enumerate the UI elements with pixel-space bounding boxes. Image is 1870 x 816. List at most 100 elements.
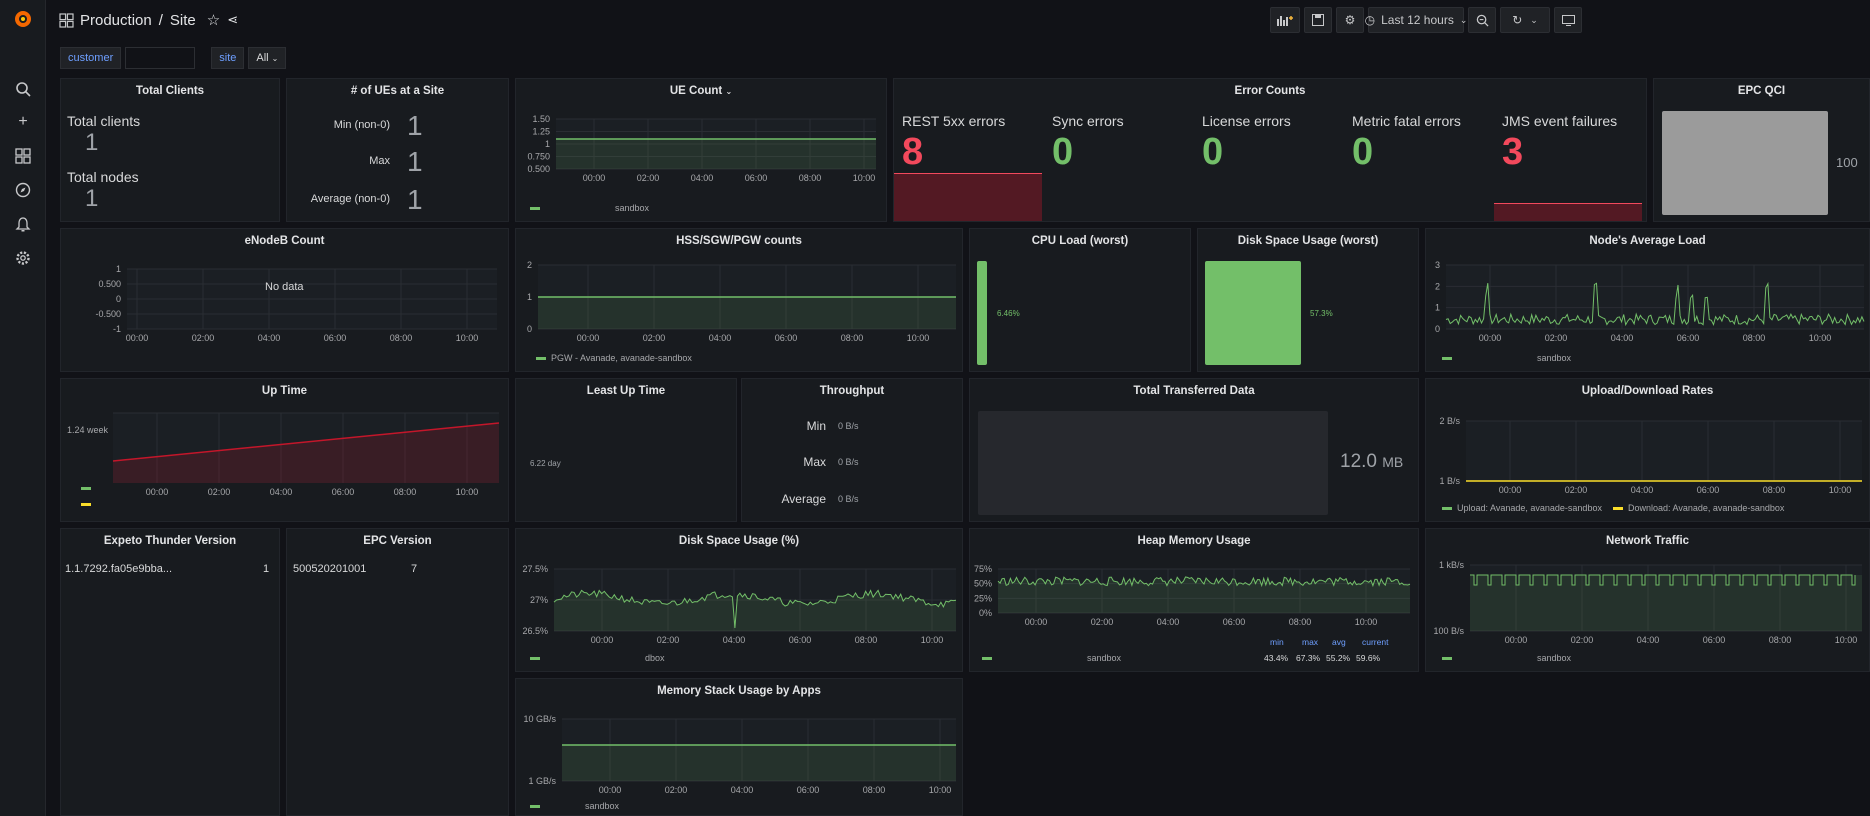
panel-memory-stack[interactable]: Memory Stack Usage by Apps 10 GB/s 1 GB/s…: [515, 678, 963, 816]
stats-header-current[interactable]: current: [1362, 637, 1389, 647]
updown-legend[interactable]: Upload: Avanade, avanade-sandbox Downloa…: [1442, 503, 1784, 513]
heap-legend[interactable]: sandbox: [982, 653, 1121, 663]
up-time-legend-2[interactable]: [81, 503, 91, 506]
time-picker-button[interactable]: ◷ Last 12 hours ⌄: [1365, 7, 1467, 33]
panel-hss-sgw-pgw[interactable]: HSS/SGW/PGW counts 2 1 0 00:00 02:00 04:00 06:…: [515, 228, 963, 372]
x-tick-label: 04:00: [691, 173, 714, 183]
panel-upload-download[interactable]: Upload/Download Rates 2 B/s 1 B/s 00:00 02:…: [1425, 378, 1870, 522]
x-tick-label: 02:00: [665, 785, 688, 795]
panel-throughput[interactable]: Throughput Min 0 B/s Max 0 B/s Average 0…: [741, 378, 963, 522]
x-tick-label: 10:00: [1835, 635, 1858, 645]
breadcrumb-folder[interactable]: Production: [80, 11, 152, 29]
error-label: Metric fatal errors: [1352, 113, 1461, 129]
settings-gear-icon[interactable]: [12, 247, 34, 269]
series-area: [562, 745, 956, 781]
panel-error-counts[interactable]: Error Counts REST 5xx errors 8 Sync errors…: [893, 78, 1647, 222]
panel-ue-count[interactable]: UE Count ⌄ 1.50 1.25 1 0.750 0.500 00:00 02:00…: [515, 78, 887, 222]
ue-count-legend[interactable]: sandbox: [530, 203, 649, 213]
disk-worst-value: 57.3%: [1310, 309, 1333, 318]
alerting-bell-icon[interactable]: [12, 213, 34, 235]
memstack-legend[interactable]: sandbox: [530, 801, 619, 811]
plus-icon[interactable]: +: [18, 113, 28, 130]
heap-graph: 75% 50% 25% 0% 00:00 02:00 04:00 06:00 08:00 10:0…: [974, 564, 1411, 627]
grafana-logo-icon[interactable]: [12, 8, 34, 30]
throughput-max-value: 0 B/s: [838, 457, 859, 467]
legend-swatch: [530, 804, 540, 808]
series-line: [553, 589, 957, 628]
tv-mode-button[interactable]: [1554, 7, 1582, 33]
panel-total-clients[interactable]: Total Clients Total clients 1 Total node…: [60, 78, 280, 222]
x-tick-label: 06:00: [324, 333, 347, 343]
thunder-version-value: 1.1.7292.fa05e9bba...: [65, 563, 173, 575]
x-tick-label: 08:00: [1763, 485, 1786, 495]
site-variable-select[interactable]: All ⌄: [248, 47, 287, 69]
stats-value-min: 43.4%: [1264, 653, 1289, 663]
y-tick-label: 0%: [979, 608, 992, 618]
explore-compass-icon[interactable]: [12, 179, 34, 201]
panel-network-traffic[interactable]: Network Traffic 1 kB/s 100 B/s 00:00 02:00 0…: [1425, 528, 1870, 672]
customer-variable-input[interactable]: [125, 47, 196, 69]
stats-header-max[interactable]: max: [1302, 637, 1319, 647]
panel-least-up-time[interactable]: Least Up Time 6.22 day: [515, 378, 737, 522]
plot-area: [1446, 265, 1864, 329]
ues-min-value: 1: [407, 110, 423, 141]
epc-version-value: 500520201001: [293, 563, 367, 575]
legend-swatch: [536, 356, 546, 360]
zoom-out-button[interactable]: [1468, 7, 1496, 33]
network-legend[interactable]: sandbox: [1442, 653, 1571, 663]
x-tick-label: 06:00: [332, 487, 355, 497]
ues-average-value: 1: [407, 184, 423, 215]
x-tick-label: 00:00: [126, 333, 149, 343]
x-tick-label: 04:00: [1631, 485, 1654, 495]
dashboards-icon[interactable]: [12, 145, 34, 167]
save-dashboard-button[interactable]: [1304, 7, 1332, 33]
panel-epc-qci[interactable]: EPC QCI 100: [1653, 78, 1870, 222]
x-tick-label: 08:00: [1743, 333, 1766, 343]
dashboard-settings-button[interactable]: ⚙: [1336, 7, 1364, 33]
panel-epc-version[interactable]: EPC Version 500520201001 7: [286, 528, 509, 816]
site-variable-label: site: [211, 47, 245, 69]
panel-heap-memory[interactable]: Heap Memory Usage 75% 50% 25% 0% 00:00 02:00 0…: [969, 528, 1419, 672]
disk-worst-bar: [1205, 261, 1301, 365]
node-load-legend[interactable]: sandbox: [1442, 353, 1571, 363]
panel-enodeb-count[interactable]: eNodeB Count 1 0.500 0 -0.500 -1 00:00 02:00 04…: [60, 228, 509, 372]
no-data-label: No data: [265, 281, 304, 293]
y-tick-label: -0.500: [95, 309, 121, 319]
search-icon[interactable]: [12, 78, 34, 100]
panel-node-average-load[interactable]: Node's Average Load 3 2 1 0 00:00 02:00 04:00 0…: [1425, 228, 1870, 372]
hss-legend[interactable]: PGW - Avanade, avanade-sandbox: [536, 353, 692, 363]
panel-total-transferred[interactable]: Total Transferred Data 12.0 MB: [969, 378, 1419, 522]
y-tick-label: 2: [527, 260, 532, 270]
panel-up-time[interactable]: Up Time 00:00 02:00 04:00 06:00 08:00 10:00 1.…: [60, 378, 509, 522]
memstack-graph: 10 GB/s 1 GB/s 00:00 02:00 04:00 06:00 08:00 10…: [523, 714, 956, 795]
y-tick-label: 1 GB/s: [528, 776, 556, 786]
time-range-label: Last 12 hours: [1381, 13, 1454, 27]
panel-ues-at-site[interactable]: # of UEs at a Site Min (non-0) 1 Max 1 A…: [286, 78, 509, 222]
panel-cpu-load[interactable]: CPU Load (worst) 6.46%: [969, 228, 1191, 372]
panel-disk-worst[interactable]: Disk Space Usage (worst) 57.3%: [1197, 228, 1419, 372]
error-value: 3: [1502, 131, 1524, 173]
x-tick-label: 02:00: [1545, 333, 1568, 343]
stats-header-avg[interactable]: avg: [1332, 637, 1346, 647]
panel-title: Up Time: [261, 385, 308, 397]
stats-header-min[interactable]: min: [1270, 637, 1284, 647]
x-tick-label: 06:00: [1697, 485, 1720, 495]
x-tick-label: 08:00: [799, 173, 822, 183]
panel-disk-usage-pct[interactable]: Disk Space Usage (%) 27.5% 27% 26.5% 00:00 0…: [515, 528, 963, 672]
up-time-legend-1[interactable]: [81, 487, 91, 490]
disk-pct-legend[interactable]: dbox: [530, 653, 665, 663]
share-icon[interactable]: ⋖: [227, 12, 239, 27]
add-panel-button[interactable]: [1270, 7, 1300, 33]
error-value: 0: [1202, 131, 1224, 173]
x-tick-label: 00:00: [1479, 333, 1502, 343]
y-tick-label: 3: [1435, 260, 1440, 270]
y-tick-label: 1 B/s: [1439, 476, 1460, 486]
stats-value-avg: 55.2%: [1326, 653, 1351, 663]
dashboard-title[interactable]: Site: [169, 11, 196, 29]
panel-title: Throughput: [819, 385, 885, 397]
y-tick-label: 0: [116, 294, 121, 304]
panel-thunder-version[interactable]: Expeto Thunder Version 1.1.7292.fa05e9bb…: [60, 528, 280, 816]
refresh-button[interactable]: ↻ ⌄: [1500, 7, 1550, 33]
panel-title[interactable]: UE Count ⌄: [669, 85, 733, 97]
star-icon[interactable]: ☆: [206, 12, 221, 29]
